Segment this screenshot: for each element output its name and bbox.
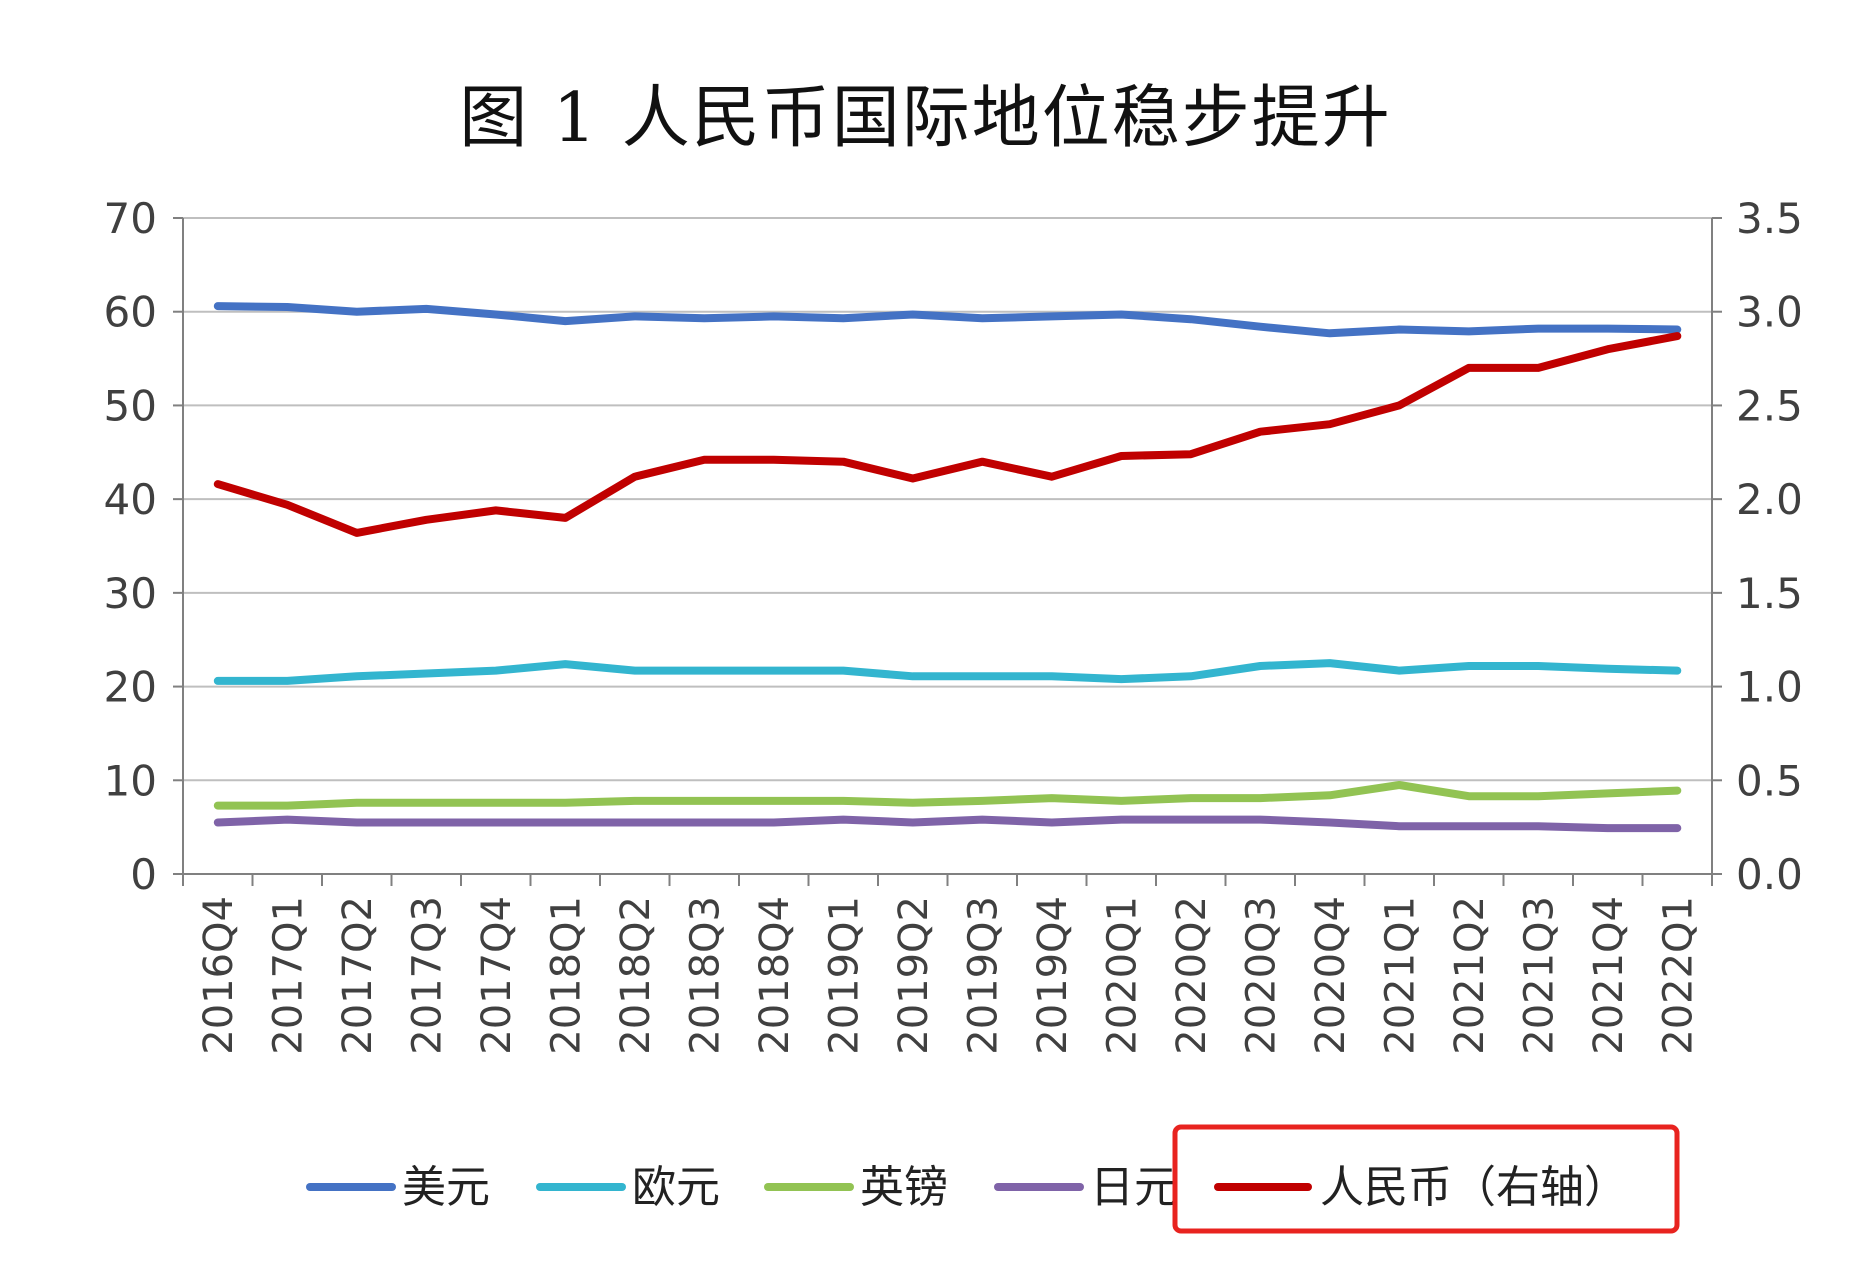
x-axis-tick-label: 2019Q4 <box>1030 896 1076 1055</box>
right-axis-tick-label: 2.5 <box>1736 381 1803 430</box>
left-axis-tick-label: 60 <box>104 288 157 337</box>
left-axis-tick-label: 10 <box>104 756 157 805</box>
x-axis-tick-label: 2018Q4 <box>752 896 798 1055</box>
right-axis-tick-label: 3.5 <box>1736 194 1803 243</box>
x-axis-tick-label: 2021Q2 <box>1447 896 1493 1055</box>
legend-highlight-box <box>1172 1124 1680 1234</box>
x-axis-tick-label: 2016Q4 <box>196 896 242 1055</box>
left-axis-tick-label: 50 <box>104 381 157 430</box>
x-axis-tick-label: 2018Q3 <box>682 896 728 1055</box>
left-axis-tick-labels: 0 10 20 30 40 50 60 70 <box>104 194 157 899</box>
chart-title: 图 1 人民币国际地位稳步提升 <box>459 79 1392 158</box>
left-axis-tick-label: 0 <box>130 850 157 899</box>
series-line <box>213 332 1682 537</box>
right-axis-tick-label: 1.0 <box>1736 663 1803 712</box>
x-axis-tick-label: 2021Q1 <box>1377 896 1423 1055</box>
x-axis-tick-label: 2022Q1 <box>1655 896 1701 1055</box>
x-axis-tick-label: 2018Q1 <box>543 896 589 1055</box>
x-axis-tick-label: 2021Q3 <box>1516 896 1562 1055</box>
x-axis-tick-label: 2019Q1 <box>821 896 867 1055</box>
series-line <box>213 781 1682 810</box>
right-axis-tick-label: 3.0 <box>1736 288 1803 337</box>
legend-label: 日元 <box>1090 1162 1178 1213</box>
left-axis-tick-label: 30 <box>104 569 157 618</box>
right-axis-tick-label: 0.0 <box>1736 850 1803 899</box>
x-axis-tick-label: 2019Q2 <box>891 896 937 1055</box>
x-axis-tick-label: 2021Q4 <box>1586 896 1632 1055</box>
x-axis-tick-label: 2020Q3 <box>1238 896 1284 1055</box>
legend-label: 美元 <box>402 1162 490 1213</box>
x-axis-tick-label: 2017Q3 <box>404 896 450 1055</box>
legend: 美元 欧元 英镑 日元 人民币（右轴） <box>306 1162 1628 1213</box>
x-axis-tick-label: 2020Q4 <box>1308 896 1354 1055</box>
left-axis-tick-label: 70 <box>104 194 157 243</box>
left-axis-tick-label: 40 <box>104 475 157 524</box>
x-axis-tick-labels: 2016Q4 2017Q1 2017Q2 2017Q3 2017Q4 2018Q1 2018… <box>196 896 1702 1055</box>
left-axis-tick-label: 20 <box>104 663 157 712</box>
right-axis-tick-labels: 0.0 0.5 1.0 1.5 2.0 2.5 3.0 3.5 <box>1736 194 1803 899</box>
x-axis-tick-label: 2019Q3 <box>960 896 1006 1055</box>
right-axis-tick-label: 0.5 <box>1736 756 1803 805</box>
right-axis-tick-label: 1.5 <box>1736 569 1803 618</box>
series-line <box>213 815 1682 833</box>
x-axis-tick-label: 2017Q2 <box>335 896 381 1055</box>
series-line <box>213 659 1682 685</box>
right-axis-tick-label: 2.0 <box>1736 475 1803 524</box>
x-axis-tick-label: 2020Q1 <box>1099 896 1145 1055</box>
x-axis-tick-label: 2018Q2 <box>613 896 659 1055</box>
gridlines <box>183 217 1712 782</box>
series-lines <box>213 302 1682 833</box>
axes <box>173 217 1722 886</box>
legend-label: 欧元 <box>632 1162 720 1213</box>
x-axis-tick-label: 2020Q2 <box>1169 896 1215 1055</box>
x-axis-tick-label: 2017Q1 <box>265 896 311 1055</box>
x-axis-tick-label: 2017Q4 <box>474 896 520 1055</box>
legend-label: 人民币（右轴） <box>1320 1162 1628 1213</box>
series-line <box>213 302 1682 338</box>
legend-label: 英镑 <box>860 1162 948 1213</box>
